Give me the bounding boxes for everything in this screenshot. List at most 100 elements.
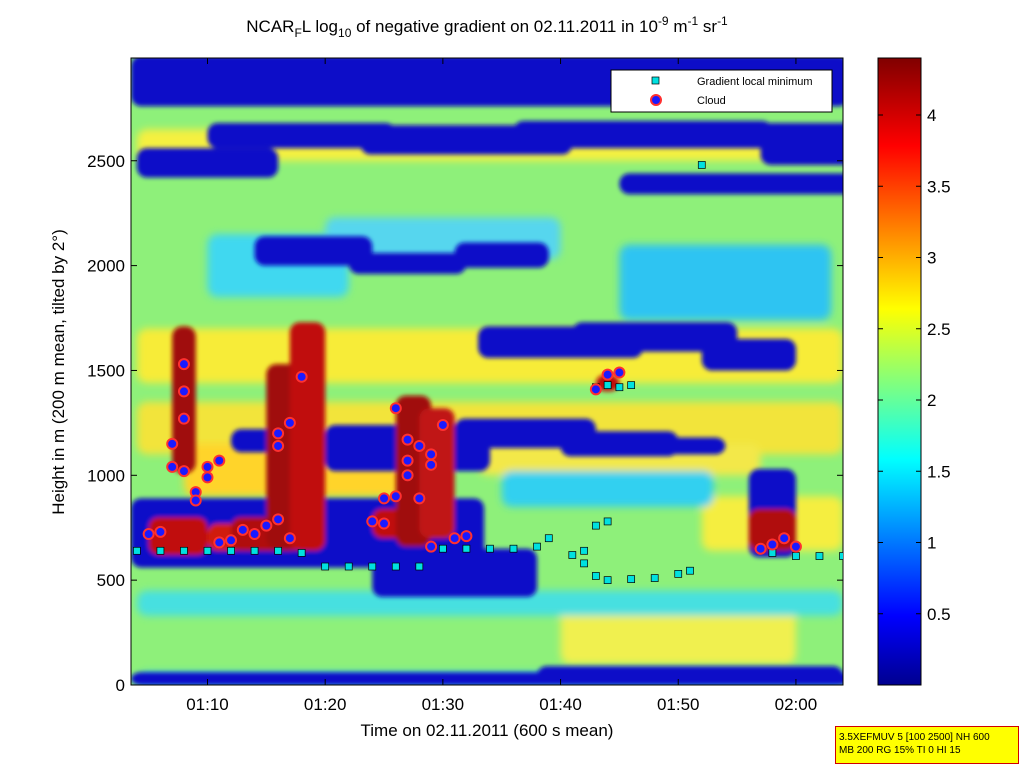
gradient-minimum-point: [627, 575, 636, 583]
info-line-2: MB 200 RG 15% TI 0 HI 15: [839, 745, 961, 756]
cloud-point: [389, 490, 402, 503]
region-low: [372, 548, 538, 597]
cloud-point: [378, 492, 391, 505]
cloud-point: [201, 471, 214, 484]
y-tick-label: 2500: [87, 152, 125, 171]
cloud-point: [177, 358, 190, 371]
cloud-point: [789, 540, 802, 553]
gradient-minimum-point: [321, 562, 330, 571]
x-tick-label: 01:50: [657, 695, 700, 714]
cloud-point: [436, 418, 449, 431]
cloud-point: [413, 439, 426, 452]
cloud-point: [413, 492, 426, 505]
region-low: [254, 236, 373, 266]
gradient-minimum-point: [415, 562, 424, 571]
cloud-point: [272, 513, 285, 526]
cloud-point: [177, 385, 190, 398]
gradient-minimum-point: [227, 546, 235, 555]
cloud-point: [283, 532, 296, 545]
gradient-minimum-point: [509, 544, 518, 553]
y-tick-label: 500: [97, 571, 125, 590]
y-tick-label: 0: [116, 676, 125, 695]
legend-gradient-marker: [651, 76, 660, 85]
cloud-point: [225, 534, 238, 547]
cloud-point: [425, 458, 438, 471]
colorbar-tick-label: 1.5: [927, 462, 951, 481]
cloud-point: [425, 448, 438, 461]
cloud-point: [272, 427, 285, 440]
cloud-point: [166, 437, 179, 450]
cloud-point: [201, 460, 214, 473]
band-cyan: [501, 471, 714, 507]
cloud-point: [401, 469, 414, 482]
cloud-point: [754, 542, 767, 555]
heatmap-field: [131, 58, 843, 685]
cloud-point: [213, 454, 226, 467]
x-tick-label: 01:20: [304, 695, 347, 714]
gradient-minimum-point: [368, 562, 377, 571]
gradient-minimum-point: [792, 552, 800, 560]
cloud-point: [366, 515, 379, 528]
region-high: [172, 326, 196, 474]
cloud-point: [425, 540, 438, 553]
cloud-point: [448, 532, 461, 545]
colorbar: [878, 58, 921, 685]
cloud-point: [177, 412, 190, 425]
cloud-point: [401, 454, 414, 467]
gradient-minimum-point: [697, 161, 706, 169]
gradient-minimum-point: [544, 534, 553, 543]
x-tick-label: 01:10: [186, 695, 229, 714]
region-low: [454, 242, 549, 268]
gradient-minimum-point: [180, 546, 188, 555]
cloud-point: [460, 530, 473, 543]
gradient-minimum-point: [686, 566, 694, 575]
colorbar-tick-label: 1: [927, 534, 936, 553]
gradient-minimum-point: [592, 572, 600, 580]
gradient-minimum-point: [580, 546, 588, 555]
colorbar-tick-label: 4: [927, 106, 936, 125]
gradient-minimum-point: [603, 381, 612, 389]
x-axis: 01:10 01:20 01:30 01:40 01:50 02:00: [186, 58, 817, 714]
gradient-minimum-point: [462, 544, 471, 553]
cloud-point: [295, 370, 308, 383]
cloud-point: [613, 366, 626, 379]
gradient-minimum-point: [486, 544, 494, 553]
colorbar-tick-label: 3.5: [927, 177, 951, 196]
info-line-1: 3.5XEFMUV 5 [100 2500] NH 600: [839, 732, 990, 743]
cloud-point: [272, 439, 285, 452]
colorbar-tick-label: 0.5: [927, 605, 951, 624]
cloud-point: [177, 465, 190, 478]
cloud-point: [283, 416, 296, 429]
y-axis-label: Height in m (200 m mean, tilted by 2°): [49, 229, 68, 515]
gradient-minimum-point: [603, 517, 612, 526]
gradient-minimum-point: [133, 546, 141, 555]
cloud-point: [766, 538, 779, 551]
gradient-minimum-point: [203, 546, 212, 555]
region-low: [619, 173, 843, 195]
cloud-point: [778, 532, 791, 545]
region-low: [454, 418, 596, 449]
region-low: [572, 322, 738, 352]
y-tick-label: 2000: [87, 257, 125, 276]
gradient-minimum-point: [603, 576, 612, 585]
colorbar-frame: [877, 57, 922, 686]
region-low: [760, 123, 843, 165]
band-cyan: [619, 244, 832, 321]
region-high: [419, 408, 455, 539]
gradient-minimum-point: [250, 546, 259, 555]
colorbar-axis: 0.5 1 1.5 2 2.5 3 3.5 4: [878, 106, 951, 624]
region-low: [136, 148, 279, 178]
gradient-minimum-point: [674, 570, 683, 578]
region-low: [701, 338, 796, 371]
cloud-point: [236, 523, 249, 536]
band-cyan: [136, 590, 843, 616]
region-low: [537, 666, 843, 685]
x-axis-label: Time on 02.11.2011 (600 s mean): [361, 721, 614, 740]
region-low: [513, 120, 773, 149]
colorbar-tick-label: 2.5: [927, 320, 951, 339]
gradient-minimum-point: [839, 552, 843, 560]
x-tick-label: 02:00: [775, 695, 818, 714]
region-low: [207, 123, 396, 149]
cloud-point: [378, 517, 391, 530]
